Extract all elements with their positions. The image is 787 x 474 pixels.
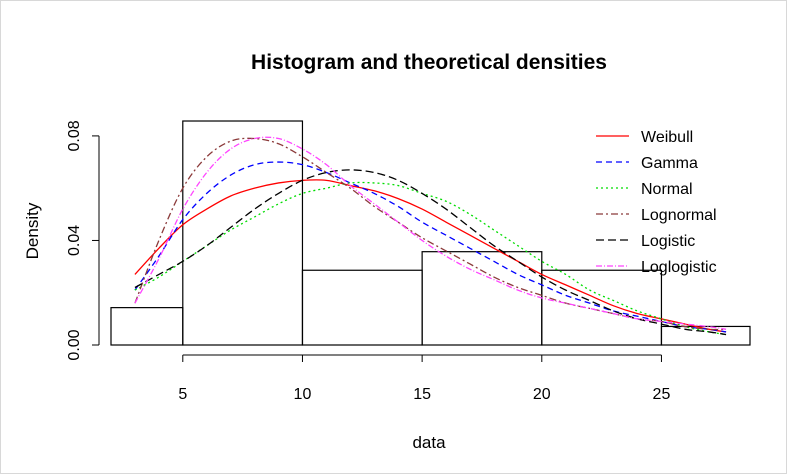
x-tick-label: 10 bbox=[294, 386, 312, 403]
histogram-bar bbox=[182, 120, 304, 346]
x-tick-label: 15 bbox=[413, 386, 431, 403]
density-curve-lognormal bbox=[134, 137, 727, 331]
density-curve-normal bbox=[134, 181, 727, 336]
legend-label-normal: Normal bbox=[641, 181, 693, 198]
x-tick-label: 20 bbox=[533, 386, 551, 403]
x-tick-label: 5 bbox=[178, 386, 187, 403]
density-curve-logistic bbox=[134, 169, 727, 336]
density-curves bbox=[134, 136, 727, 336]
density-curve-weibull bbox=[134, 179, 727, 333]
histogram-bar bbox=[301, 269, 423, 346]
x-axis-label: data bbox=[412, 433, 446, 452]
density-curve-loglogistic bbox=[134, 136, 727, 330]
x-tick-label: 25 bbox=[653, 386, 671, 403]
y-tick-label: 0.08 bbox=[66, 120, 83, 151]
legend-label-lognormal: Lognormal bbox=[641, 207, 717, 224]
y-tick-label: 0.00 bbox=[66, 329, 83, 360]
legend-label-loglogistic: Loglogistic bbox=[641, 259, 717, 276]
legend-label-gamma: Gamma bbox=[641, 155, 698, 172]
legend: Weibull Gamma Normal Lognormal Logistic Loglo… bbox=[596, 129, 717, 276]
chart-title: Histogram and theoretical densities bbox=[251, 51, 607, 74]
histogram-bar bbox=[541, 269, 663, 346]
axes: 5 10 15 20 25 0.00 0.04 0.08 bbox=[66, 120, 670, 403]
legend-label-logistic: Logistic bbox=[641, 233, 695, 250]
legend-label-weibull: Weibull bbox=[641, 129, 693, 146]
histogram-bar bbox=[110, 307, 184, 346]
y-axis-label: Density bbox=[23, 202, 42, 259]
y-tick-label: 0.04 bbox=[66, 225, 83, 256]
histogram-bar bbox=[660, 325, 751, 346]
density-curve-gamma bbox=[134, 161, 727, 333]
